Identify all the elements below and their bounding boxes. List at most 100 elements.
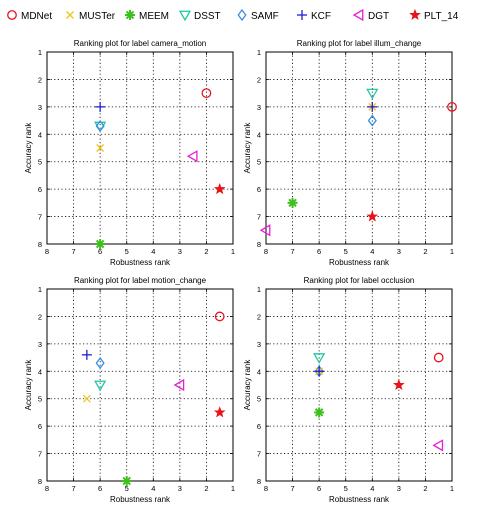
y-tick-label: 8 (38, 477, 42, 486)
data-point-dsst (313, 353, 326, 364)
x-tick-label: 7 (71, 484, 75, 493)
legend: MDNet MUSTer MEEM DSST SAMF KCF DGT PLT_14 (7, 8, 459, 22)
y-tick-label: 4 (38, 130, 42, 139)
x-tick-label: 5 (125, 247, 129, 256)
y-tick-label: 4 (38, 367, 42, 376)
data-point-meem (121, 476, 132, 486)
legend-item-kcf: KCF (297, 10, 331, 22)
x-tick-label: 6 (317, 484, 321, 493)
legend-marker-mdnet (7, 10, 17, 20)
legend-item-meem: MEEM (125, 10, 169, 22)
data-point-meem (314, 407, 325, 418)
y-tick-label: 6 (257, 422, 261, 431)
legend-marker-dsst (178, 10, 192, 22)
y-tick-label: 2 (38, 312, 42, 321)
x-axis-label: Robustness rank (329, 258, 390, 267)
x-tick-label: 8 (45, 484, 49, 493)
legend-marker-kcf (297, 10, 307, 20)
y-tick-label: 4 (257, 130, 261, 139)
y-tick-label: 4 (257, 367, 261, 376)
x-tick-label: 2 (204, 247, 208, 256)
legend-label-mdnet: MDNet (21, 11, 52, 22)
y-tick-label: 3 (38, 103, 42, 112)
x-tick-label: 7 (290, 247, 294, 256)
data-point-kcf (367, 101, 378, 112)
x-tick-label: 1 (231, 247, 235, 256)
data-point-kcf (95, 101, 106, 112)
plot-area (46, 51, 234, 245)
data-point-plt-14 (366, 210, 379, 222)
y-axis-label: Accuracy rank (24, 359, 33, 411)
data-point-dgt (432, 439, 444, 452)
chart-title: Ranking plot for label occlusion (304, 276, 415, 285)
y-tick-label: 2 (38, 75, 42, 84)
y-tick-label: 7 (38, 213, 42, 222)
data-point-mdnet (201, 88, 212, 99)
legend-label-dgt: DGT (368, 11, 389, 22)
y-tick-label: 8 (257, 240, 261, 249)
x-tick-label: 3 (397, 484, 401, 493)
x-tick-label: 3 (178, 484, 182, 493)
data-point-dsst (366, 88, 379, 100)
data-point-dgt (259, 224, 271, 237)
y-tick-label: 3 (257, 340, 261, 349)
y-tick-label: 8 (257, 477, 261, 486)
y-tick-label: 7 (257, 450, 261, 459)
y-tick-label: 2 (257, 312, 261, 321)
y-tick-label: 3 (38, 340, 42, 349)
data-point-mdnet (433, 352, 444, 363)
legend-marker-dgt (352, 8, 364, 22)
x-tick-label: 6 (98, 247, 102, 256)
y-axis-label: Accuracy rank (24, 122, 33, 174)
legend-label-dsst: DSST (194, 11, 221, 22)
chart-title: Ranking plot for label camera_motion (74, 39, 207, 48)
plot-area (265, 288, 453, 482)
y-tick-label: 8 (38, 240, 42, 249)
legend-item-mdnet: MDNet (7, 10, 52, 22)
chart-panel-3: 8 7 6 5 4 3 2 1 1 2 3 4 5 6 7 8 Ranking plot for label m… (24, 276, 235, 504)
legend-marker-samf (237, 8, 247, 22)
y-tick-label: 6 (38, 422, 42, 431)
data-point-samf (95, 119, 105, 133)
data-point-dsst (94, 380, 107, 392)
legend-item-muster: MUSTer (66, 11, 116, 22)
legend-label-kcf: KCF (311, 11, 331, 22)
data-point-samf (367, 114, 377, 127)
x-axis-label: Robustness rank (110, 258, 171, 267)
y-tick-label: 1 (38, 48, 42, 57)
chart-panel-2: 8 7 6 5 4 3 2 1 1 2 3 4 5 6 7 8 Ranking plot for label i… (243, 39, 457, 267)
plot-area (46, 288, 234, 482)
chart-panel-4: 8 7 6 5 4 3 2 1 1 2 3 4 5 6 7 8 Ranking plot for label o… (243, 276, 454, 504)
x-tick-label: 4 (370, 484, 374, 493)
legend-label-samf: SAMF (251, 11, 279, 22)
data-point-plt-14 (213, 182, 226, 195)
legend-item-plt-14: PLT_14 (409, 8, 459, 22)
x-tick-label: 8 (45, 247, 49, 256)
x-tick-label: 4 (151, 484, 155, 493)
y-tick-label: 1 (257, 285, 261, 294)
chart-title: Ranking plot for label motion_change (74, 276, 207, 285)
data-point-meem (95, 239, 106, 249)
y-axis-label: Accuracy rank (243, 359, 252, 411)
y-tick-label: 6 (257, 185, 261, 194)
legend-marker-muster (66, 11, 74, 19)
y-tick-label: 5 (38, 158, 42, 167)
data-point-kcf (314, 366, 325, 377)
legend-label-plt-14: PLT_14 (424, 11, 459, 22)
data-point-samf (95, 356, 105, 370)
x-tick-label: 5 (344, 247, 348, 256)
y-tick-label: 3 (257, 103, 261, 112)
x-tick-label: 5 (125, 484, 129, 493)
legend-item-dsst: DSST (178, 10, 221, 22)
plot-area (265, 51, 453, 245)
x-tick-label: 5 (344, 484, 348, 493)
grid-lines (47, 52, 233, 244)
data-point-dgt (173, 378, 185, 392)
data-point-muster (96, 144, 105, 152)
data-point-plt-14 (213, 406, 226, 418)
x-tick-label: 6 (98, 484, 102, 493)
x-axis-label: Robustness rank (110, 495, 171, 504)
y-tick-label: 7 (38, 450, 42, 459)
y-tick-label: 7 (257, 213, 261, 222)
